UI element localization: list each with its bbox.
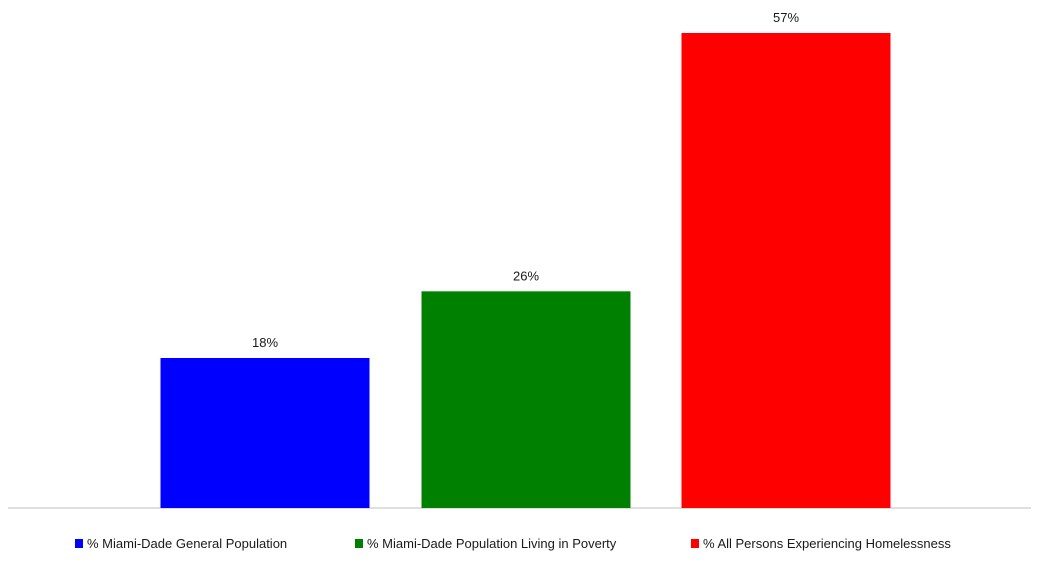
legend-swatch-2	[355, 539, 363, 548]
data-label-2: 26%	[513, 268, 539, 283]
legend-label-1: % Miami-Dade General Population	[87, 536, 288, 551]
data-label-1: 18%	[252, 335, 278, 350]
legend-item-3: % All Persons Experiencing Homelessness	[691, 536, 951, 551]
bar-3	[681, 33, 891, 508]
data-label-3: 57%	[773, 10, 799, 25]
bar-2	[421, 291, 631, 508]
bar-1	[160, 358, 370, 508]
data-labels-group: 18% 26% 57%	[252, 10, 799, 350]
legend-label-2: % Miami-Dade Population Living in Povert…	[367, 536, 617, 551]
legend: % Miami-Dade General Population % Miami-D…	[0, 536, 1039, 556]
legend-swatch-3	[691, 539, 699, 548]
legend-swatch-1	[75, 539, 83, 548]
legend-item-1: % Miami-Dade General Population	[75, 536, 287, 551]
legend-item-2: % Miami-Dade Population Living in Povert…	[355, 536, 616, 551]
bars-group	[160, 33, 891, 508]
legend-label-3: % All Persons Experiencing Homelessness	[703, 536, 951, 551]
